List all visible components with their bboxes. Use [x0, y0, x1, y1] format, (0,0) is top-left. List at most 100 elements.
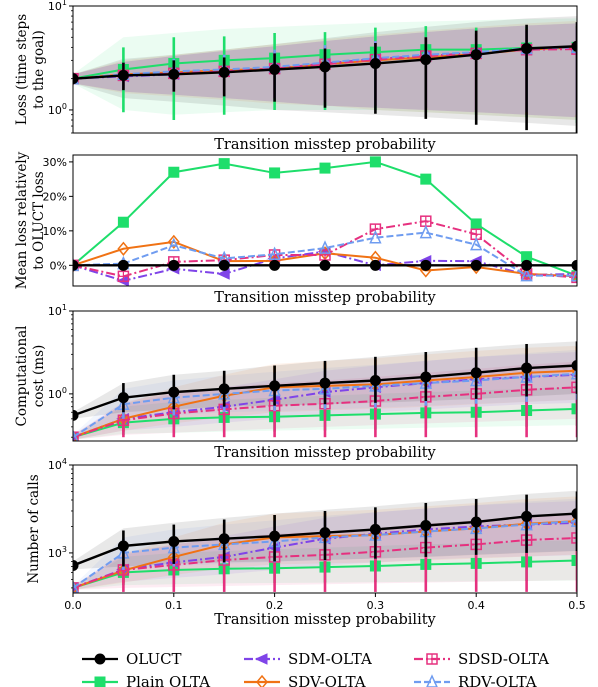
x-axis-label: Transition misstep probability	[214, 445, 436, 461]
legend-item-sdsd-olta: SDSD-OLTA	[414, 650, 549, 668]
data-point	[570, 513, 577, 527]
y-tick-label: 103	[48, 545, 67, 560]
y-tick-label: 30%	[43, 156, 67, 169]
legend-item-plain-olta: Plain OLTA	[82, 673, 210, 687]
data-point	[521, 362, 533, 374]
legend-item-oluct: OLUCT	[82, 650, 182, 668]
plot-area	[73, 490, 577, 593]
y-axis-label: Number of calls	[26, 474, 42, 583]
y-axis-label: Mean loss relativelyto OLUCT loss	[14, 151, 47, 289]
data-point	[470, 516, 482, 528]
data-point	[73, 580, 79, 593]
series-oluct	[73, 259, 577, 271]
data-point	[319, 377, 331, 389]
data-point	[570, 365, 577, 380]
series-oluct	[73, 22, 577, 133]
data-point	[319, 527, 331, 539]
data-point	[470, 49, 482, 61]
series-rdv-olta	[73, 224, 577, 282]
data-point	[168, 535, 180, 547]
legend-marker	[94, 676, 106, 687]
data-point	[470, 259, 482, 271]
legend-label: SDV-OLTA	[288, 673, 366, 687]
data-point	[369, 375, 381, 387]
data-point	[470, 367, 482, 379]
data-point	[571, 269, 577, 284]
data-point	[269, 259, 281, 271]
data-point	[369, 229, 382, 244]
data-point	[571, 554, 577, 566]
legend-label: Plain OLTA	[126, 673, 210, 687]
data-point	[319, 61, 331, 73]
data-point	[318, 240, 332, 254]
data-point	[73, 559, 79, 571]
data-point	[218, 533, 230, 545]
data-point	[216, 268, 230, 280]
data-point	[117, 241, 130, 256]
y-axis-label: Computationalcost (ms)	[14, 326, 47, 427]
y-tick-label: 100	[48, 102, 67, 117]
legend-label: SDSD-OLTA	[458, 650, 549, 668]
y-tick-label: 0%	[50, 259, 67, 272]
data-point	[319, 162, 331, 174]
data-point	[117, 392, 129, 404]
series-line	[73, 231, 577, 277]
data-point	[521, 510, 533, 522]
data-point	[117, 259, 129, 271]
data-point	[420, 520, 432, 532]
y-tick-label: 101	[48, 0, 67, 13]
data-point	[571, 359, 577, 371]
data-point	[571, 403, 577, 415]
data-point	[117, 216, 129, 228]
data-point	[117, 540, 129, 552]
x-tick-label: 0.5	[568, 599, 586, 612]
series-sdsd-olta	[73, 215, 577, 284]
legend-marker	[94, 653, 106, 665]
panel-2: 0% 10% 20% 30% Transition misstep probabilit…	[14, 151, 578, 306]
panel-1: 100 101 Transition misstep probability Loss…	[14, 0, 578, 153]
x-tick-label: 0.3	[367, 599, 385, 612]
x-tick-label: 0.2	[266, 599, 284, 612]
data-point	[168, 386, 180, 398]
series-oluct	[73, 491, 577, 571]
data-point	[369, 223, 382, 235]
legend-label: OLUCT	[126, 650, 182, 668]
data-point	[420, 371, 432, 383]
data-point	[168, 166, 180, 178]
y-tick-label: 10%	[43, 225, 67, 238]
legend-marker	[256, 674, 268, 687]
data-point	[269, 167, 281, 179]
data-point	[218, 66, 230, 78]
panel-4: 103 104 0.0 0.1 0.2 0.3 0.4 0.5 Transition misst…	[26, 457, 586, 628]
data-point	[420, 173, 432, 185]
data-point	[571, 40, 577, 52]
axes-frame	[72, 310, 578, 442]
data-point	[319, 259, 331, 271]
x-axis-label: Transition misstep probability	[214, 612, 436, 628]
data-point	[268, 246, 281, 261]
data-point	[419, 224, 432, 239]
data-point	[369, 156, 381, 168]
legend-label: RDV-OLTA	[458, 673, 537, 687]
data-point	[470, 218, 482, 230]
data-point	[269, 63, 281, 75]
legend-item-sdv-olta: SDV-OLTA	[244, 673, 366, 687]
data-point	[218, 259, 230, 271]
data-point	[521, 43, 533, 55]
data-point	[73, 409, 79, 421]
series-plain-olta	[73, 156, 577, 282]
panel-3: 100 101 Transition misstep probability Comp…	[14, 303, 578, 461]
x-axis-label: Transition misstep probability	[214, 137, 436, 153]
axes-frame	[72, 464, 578, 594]
y-tick-label: 101	[48, 303, 67, 318]
data-point	[269, 380, 281, 392]
data-point	[571, 513, 577, 529]
data-point	[168, 259, 180, 271]
data-point	[269, 530, 281, 542]
data-point	[369, 57, 381, 69]
data-point	[167, 237, 180, 252]
data-point	[117, 270, 130, 283]
data-point	[521, 259, 533, 271]
data-point	[73, 429, 79, 441]
